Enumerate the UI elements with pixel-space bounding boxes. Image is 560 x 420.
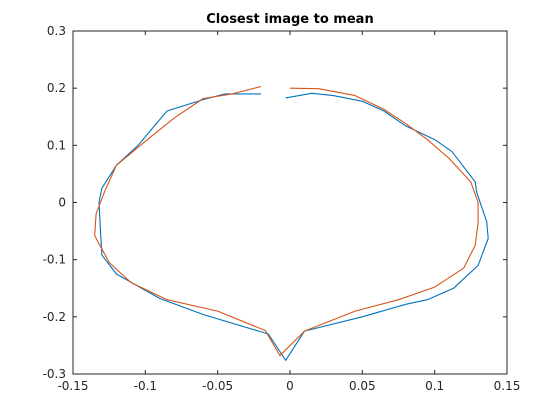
x-tick-label: -0.15 <box>57 379 88 393</box>
axis-ticks: -0.15 -0.1 -0.05 0 0.05 0.1 0.15 -0.3 -0.2 -0.1 0 0… <box>43 24 521 393</box>
y-tick-label: -0.3 <box>43 367 66 381</box>
chart-title: Closest image to mean <box>206 12 373 27</box>
x-tick-label: 0.1 <box>425 379 444 393</box>
series-line-2 <box>94 85 479 357</box>
x-tick-label: -0.1 <box>134 379 157 393</box>
y-tick-label: 0.1 <box>47 138 66 152</box>
x-tick-label: -0.05 <box>202 379 233 393</box>
x-tick-label: 0.15 <box>494 379 521 393</box>
x-tick-label: 0.05 <box>349 379 376 393</box>
y-tick-label: -0.2 <box>43 310 66 324</box>
y-tick-label: 0.3 <box>47 24 66 38</box>
x-tick-label: 0 <box>286 379 294 393</box>
y-tick-label: 0.2 <box>47 81 66 95</box>
y-tick-label: -0.1 <box>43 253 66 267</box>
plot-lines <box>94 85 489 361</box>
series-line-1 <box>98 92 489 361</box>
y-tick-label: 0 <box>58 196 66 210</box>
plot-frame <box>72 30 508 375</box>
